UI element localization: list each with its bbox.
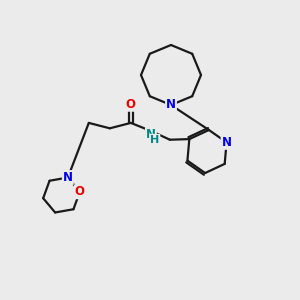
Text: O: O <box>126 98 136 111</box>
Text: N: N <box>63 171 73 184</box>
Text: N: N <box>166 98 176 112</box>
Text: N: N <box>146 128 156 141</box>
Text: O: O <box>75 185 85 198</box>
Text: N: N <box>222 136 232 149</box>
Text: H: H <box>150 135 159 145</box>
